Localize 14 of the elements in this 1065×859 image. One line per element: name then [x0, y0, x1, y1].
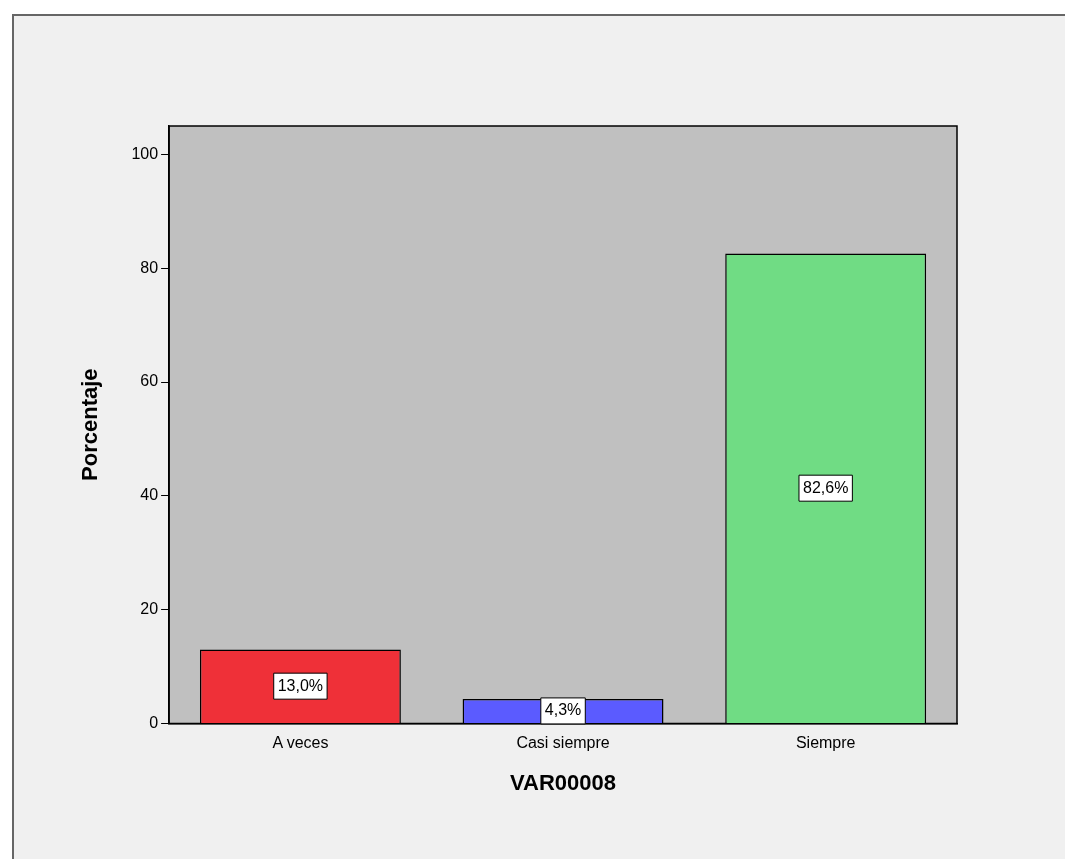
- y-tick-label: 100: [131, 144, 159, 162]
- y-tick-label: 20: [140, 600, 159, 618]
- x-axis-title: VAR00008: [510, 769, 617, 795]
- data-label: 13,0%: [277, 676, 324, 694]
- x-tick-label: Siempre: [795, 734, 856, 752]
- data-label: 82,6%: [803, 478, 849, 496]
- y-tick-label: 80: [140, 258, 159, 276]
- y-tick-label: 60: [140, 372, 159, 390]
- x-tick-label: Casi siempre: [516, 734, 610, 752]
- x-tick-label: A veces: [272, 734, 329, 752]
- y-tick-label: 0: [149, 713, 159, 731]
- y-axis-title: Porcentaje: [77, 368, 103, 481]
- data-label: 4,3%: [544, 701, 582, 719]
- y-tick-label: 40: [140, 486, 159, 504]
